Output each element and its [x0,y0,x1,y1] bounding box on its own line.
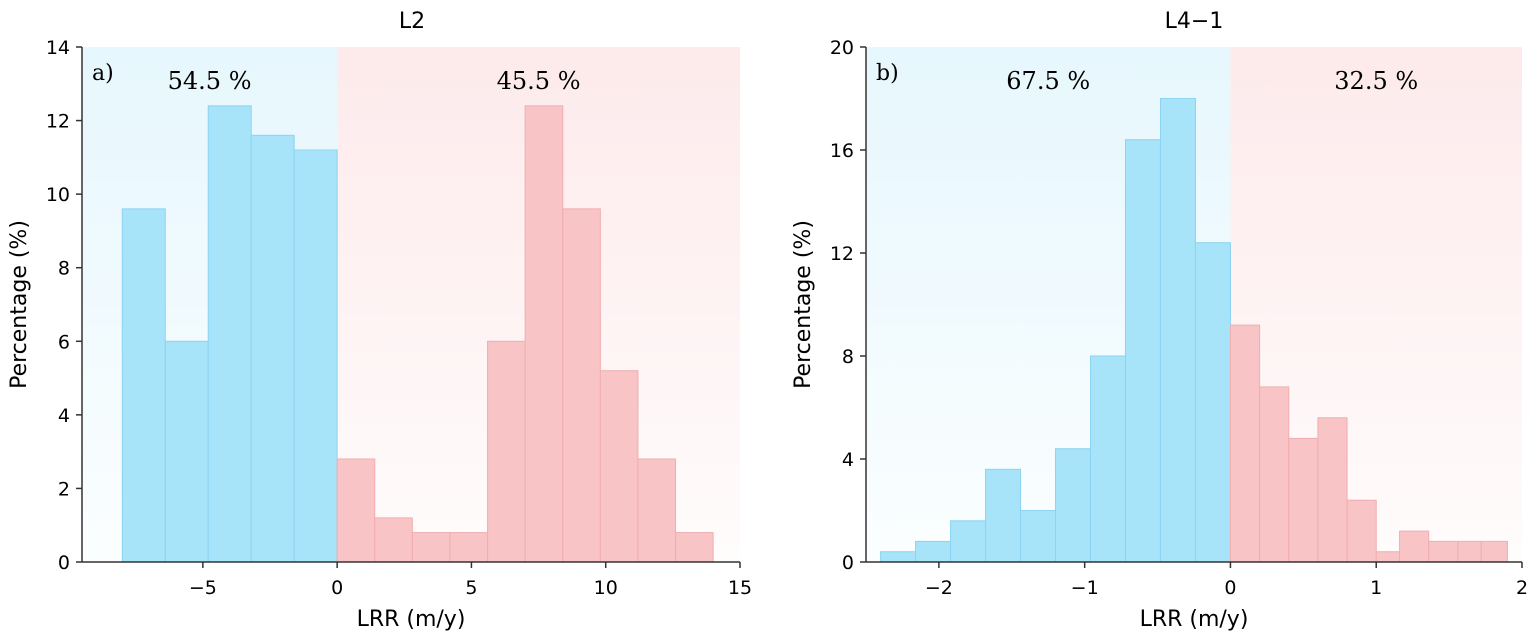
negative-share-label: 54.5 % [168,67,252,95]
x-tick-label: 1 [1370,577,1382,599]
histogram-bar [250,134,295,563]
histogram-bar [599,370,639,563]
x-tick-label: 2 [1516,577,1528,599]
y-tick-label: 2 [58,478,70,500]
histogram-bar [1375,551,1401,563]
histogram-bar [1229,324,1261,563]
histogram-bar [1399,530,1430,563]
panel-label: a) [92,61,114,86]
y-axis-label: Percentage (%) [7,220,32,389]
x-tick-label: −5 [189,577,217,599]
x-tick-label: 5 [465,577,477,599]
histogram-bar [293,149,338,563]
y-tick-label: 20 [830,37,854,59]
chart-title: L4−1 [1165,9,1224,34]
histogram-bar [1259,386,1290,563]
histogram-bar [1480,540,1508,563]
histogram-bar [1428,540,1459,563]
histogram-bar [374,517,413,563]
histogram-bar [1020,510,1057,563]
histogram-bar [449,532,489,563]
histogram-bar [1317,417,1348,563]
histogram-bar [915,540,952,563]
histogram-bar [487,340,526,563]
histogram-bar [1346,499,1377,563]
x-axis-label: LRR (m/y) [357,607,466,632]
histogram-bar [1055,448,1091,563]
histogram-bar [164,340,209,563]
histogram-panel-l2: −5 0 5 10 15 0 2 4 6 8 10 12 14 L2 a) 54.5 % 45.5 %… [7,9,752,632]
y-axis-label: Percentage (%) [791,220,816,389]
histogram-bar [1288,437,1319,563]
histogram-bar [524,105,564,563]
y-tick-label: 14 [46,37,70,59]
histogram-bar [336,458,376,563]
chart-title: L2 [399,9,425,34]
histogram-bar [1089,355,1126,563]
histogram-bar [950,520,987,563]
histogram-bar [1124,139,1161,563]
positive-share-label: 45.5 % [497,67,581,95]
x-tick-label: 0 [331,577,343,599]
y-tick-label: 4 [58,405,70,427]
histogram-bar [880,551,917,563]
panel-label: b) [876,61,899,86]
y-tick-label: 0 [58,552,70,574]
y-tick-label: 8 [58,258,70,280]
x-tick-label: −2 [925,577,953,599]
histogram-bar [1457,540,1482,563]
y-tick-label: 10 [46,184,70,206]
y-tick-label: 6 [58,331,70,353]
histogram-bar [1159,98,1196,563]
positive-share-label: 32.5 % [1334,67,1418,95]
x-axis-label: LRR (m/y) [1140,607,1249,632]
x-tick-label: 10 [594,577,618,599]
x-tick-label: 0 [1224,577,1236,599]
y-tick-label: 0 [842,552,854,574]
histogram-bar [121,208,166,563]
x-tick-label: −1 [1071,577,1099,599]
histogram-bar [207,105,252,563]
y-tick-label: 12 [46,111,70,133]
histogram-bar [562,208,601,563]
y-tick-label: 4 [842,449,854,471]
histogram-bar [985,468,1022,563]
histogram-bar [411,532,451,563]
y-tick-label: 8 [842,346,854,368]
histogram-bar [675,532,714,563]
y-tick-label: 16 [830,140,854,162]
y-tick-label: 12 [830,243,854,265]
x-tick-label: 15 [728,577,752,599]
histogram-bar [637,458,677,563]
negative-share-label: 67.5 % [1006,67,1090,95]
histogram-bar [1194,242,1231,563]
